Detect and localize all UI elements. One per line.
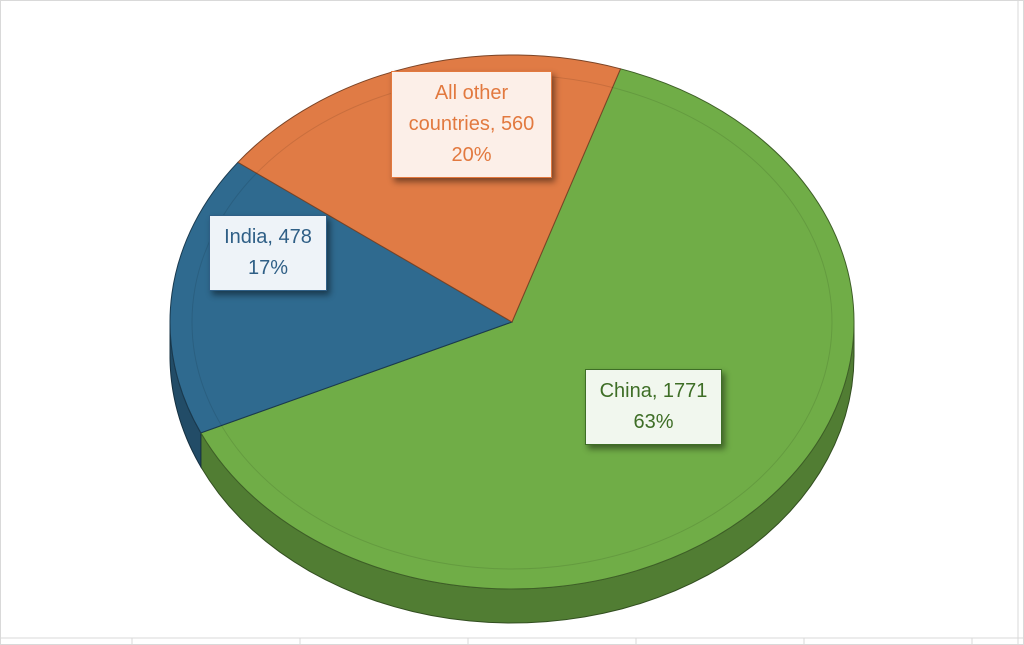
data-label-line: China, 1771	[599, 380, 708, 402]
data-label-line: 20%	[451, 144, 492, 166]
data-label-line: 17%	[247, 257, 289, 279]
pie-slice-china[interactable]	[200, 68, 855, 590]
data-label-line: 63%	[633, 411, 674, 433]
data-label-line: countries, 560	[408, 113, 535, 135]
data-label-india[interactable]: India, 478 17%	[209, 215, 327, 291]
data-label-all-other-countries[interactable]: All other countries, 560 20%	[391, 71, 552, 178]
data-label-line: India, 478	[224, 226, 312, 248]
data-label-line: All other	[434, 82, 509, 104]
data-label-china[interactable]: China, 1771 63%	[585, 369, 722, 445]
